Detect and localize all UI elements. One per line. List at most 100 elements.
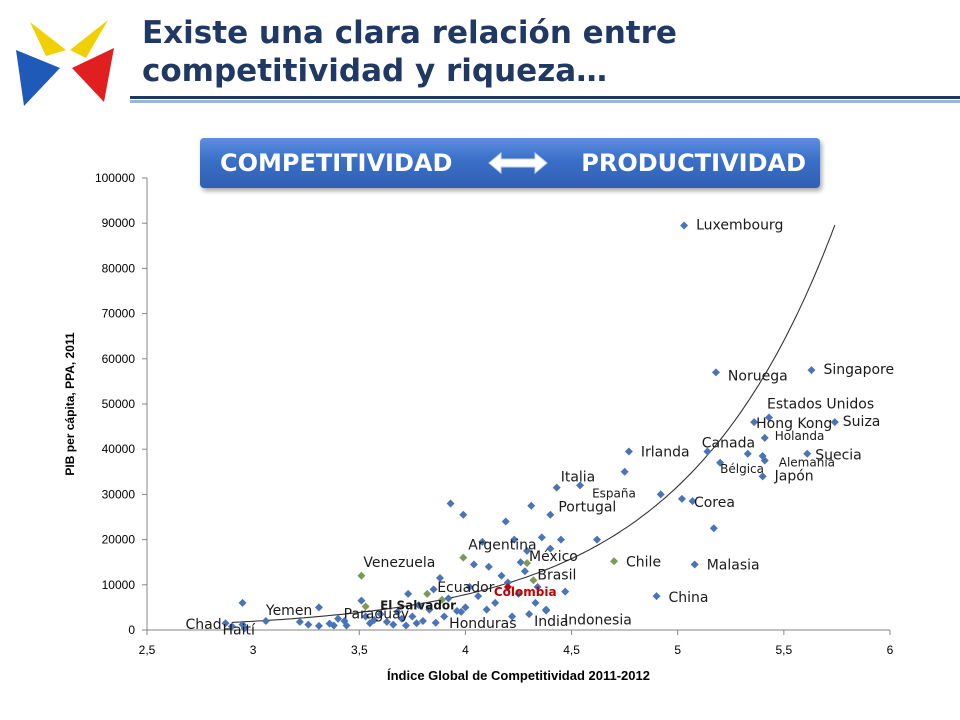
data-point (503, 578, 512, 587)
data-label-malasia: Malasia (707, 557, 760, 573)
data-label-ecuador: Ecuador (437, 580, 494, 596)
data-point (304, 620, 313, 629)
data-point-estados-unidos (764, 413, 773, 422)
data-point (531, 598, 540, 607)
data-label-china: China (668, 590, 708, 606)
data-point (414, 601, 423, 610)
data-point-italia (552, 483, 561, 492)
trend-line (231, 224, 836, 623)
data-point (484, 562, 493, 571)
x-tick-label: 6 (887, 643, 894, 657)
data-point (444, 594, 453, 603)
data-label-el-salvador: El Salvador (380, 599, 456, 613)
data-point (404, 589, 413, 598)
data-point (412, 619, 421, 628)
data-point (393, 607, 402, 616)
y-tick-label: 60000 (102, 352, 136, 366)
data-point-suiza (830, 418, 839, 427)
data-point (501, 517, 510, 526)
data-point (376, 610, 385, 619)
data-point (688, 497, 697, 506)
data-label-alemania: Alemania (779, 456, 835, 470)
data-point (514, 589, 523, 598)
data-point (440, 612, 449, 621)
data-point (314, 603, 323, 612)
data-point (620, 467, 629, 476)
data-point-irlanda (624, 447, 633, 456)
data-label-brasil: Brasil (537, 567, 576, 583)
data-point-corea (677, 494, 686, 503)
x-tick-label: 2,5 (139, 643, 156, 657)
data-label-suecia: Suecia (815, 448, 862, 464)
data-point (497, 571, 506, 580)
data-label-b-lgica: Bélgica (720, 462, 764, 476)
data-point (295, 617, 304, 626)
data-label-holanda: Holanda (775, 429, 825, 443)
data-point-india (525, 610, 534, 619)
data-point (546, 544, 555, 553)
data-label-argentina: Argentina (468, 538, 536, 554)
data-point-suecia (803, 449, 812, 458)
data-point-singapore (807, 366, 816, 375)
data-label-venezuela: Venezuela (363, 555, 435, 571)
data-label-canada: Canada (702, 436, 755, 452)
data-point-luxembourg (680, 221, 689, 230)
data-point (408, 612, 417, 621)
data-point (435, 574, 444, 583)
data-point (314, 621, 323, 630)
y-tick-label: 10000 (102, 578, 136, 592)
x-tick-label: 4 (462, 643, 469, 657)
data-point (469, 560, 478, 569)
data-point (709, 524, 718, 533)
y-tick-label: 50000 (102, 397, 136, 411)
data-label-luxembourg: Luxembourg (696, 217, 783, 233)
data-point (370, 616, 379, 625)
data-point (329, 621, 338, 630)
data-point (342, 621, 351, 630)
data-point (508, 612, 517, 621)
data-label-yemen: Yemen (265, 603, 312, 619)
data-label-honduras: Honduras (449, 616, 516, 632)
data-point-chile (610, 557, 619, 566)
data-point-espa-a (576, 481, 585, 490)
data-point-china (652, 592, 661, 601)
data-point (334, 614, 343, 623)
data-point-paraguay (361, 602, 370, 611)
data-label-irlanda: Irlanda (641, 444, 690, 460)
data-point-chad (221, 619, 230, 628)
title-line-2: competitividad y riqueza… (142, 53, 608, 89)
data-point-el-salvador (438, 595, 447, 604)
competitiveness-productivity-banner: COMPETITIVIDAD PRODUCTIVIDAD (200, 138, 820, 188)
data-label-jap-n: Japón (774, 468, 814, 484)
data-point-malasia (690, 560, 699, 569)
data-point (491, 598, 500, 607)
data-point-noruega (711, 368, 720, 377)
data-point (389, 620, 398, 629)
data-point (425, 605, 434, 614)
data-point (561, 587, 570, 596)
x-tick-label: 5 (674, 643, 681, 657)
y-axis-title: PIB per cápita, PPA, 2011 (63, 332, 77, 476)
data-label-portugal: Portugal (558, 500, 616, 516)
data-point (516, 558, 525, 567)
data-point (522, 546, 531, 555)
data-label-chad: Chad (186, 617, 222, 633)
y-tick-label: 80000 (102, 261, 136, 275)
data-label-espa-a: España (592, 486, 636, 500)
data-point (431, 618, 440, 627)
star-logo-icon (16, 20, 114, 106)
data-point (527, 501, 536, 510)
title-divider (130, 96, 960, 104)
title-line-1: Existe una clara relación entre (142, 15, 677, 51)
data-point (361, 612, 370, 621)
data-point (533, 583, 542, 592)
data-label-noruega: Noruega (728, 368, 788, 384)
data-point (703, 447, 712, 456)
data-point (478, 537, 487, 546)
data-point (446, 499, 455, 508)
data-point (238, 598, 247, 607)
data-point (461, 603, 470, 612)
data-point-colombia (503, 583, 512, 592)
data-point (537, 533, 546, 542)
data-point (482, 605, 491, 614)
